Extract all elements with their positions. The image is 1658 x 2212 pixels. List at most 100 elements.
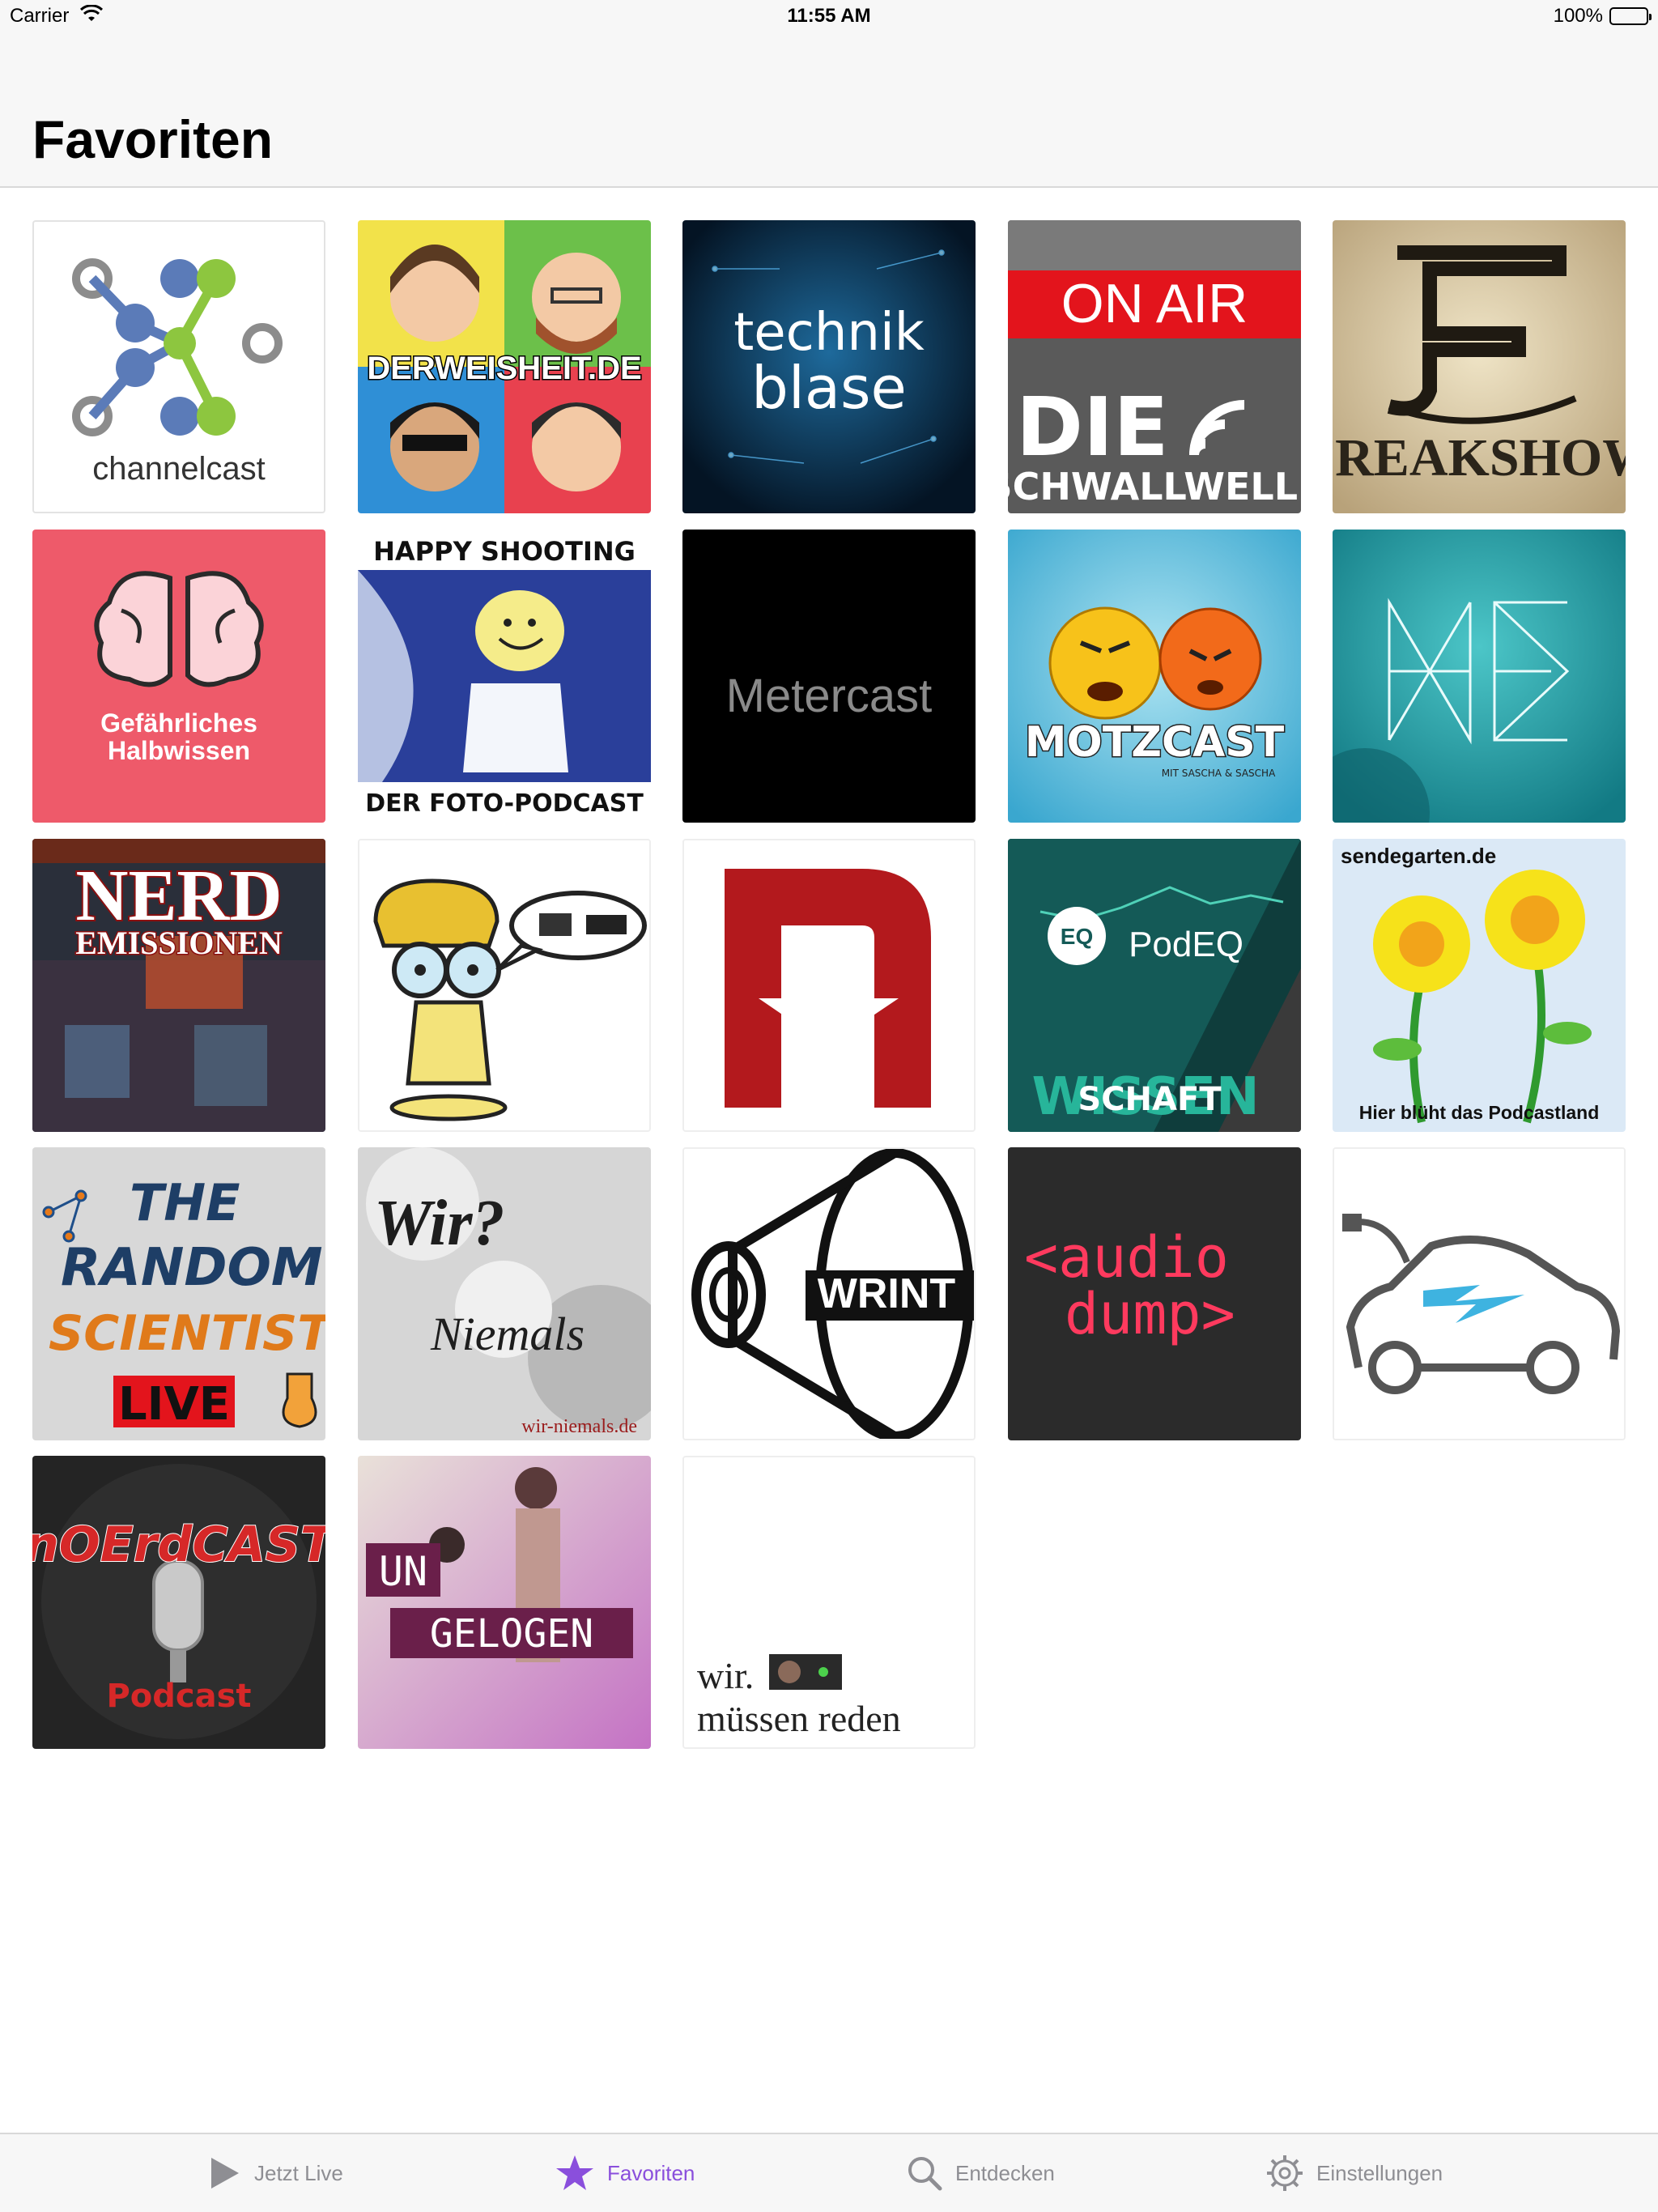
tile-happy-shooting[interactable]: HAPPY SHOOTING DER FOTO-PODCAST <box>358 530 651 823</box>
tile-wir-muessen-reden[interactable]: wir. müssen reden <box>682 1456 976 1749</box>
svg-text:SCIENTIST: SCIENTIST <box>49 1305 325 1362</box>
ne-artwork: NE <box>1333 530 1626 823</box>
podeq-artwork: EQ PodEQ WISSEN SCHAFT <box>1008 839 1301 1132</box>
navigation-bar: Favoriten <box>0 32 1658 188</box>
tile-gefaehrliches-halbwissen[interactable]: Gefährliches Halbwissen <box>32 530 325 823</box>
svg-text:ON AIR: ON AIR <box>1061 273 1248 334</box>
star-icon <box>555 2155 594 2192</box>
nerd-cartoon-artwork <box>359 840 649 1130</box>
svg-text:WRINT: WRINT <box>818 1270 956 1317</box>
svg-text:blase: blase <box>751 354 907 422</box>
svg-text:PodEQ: PodEQ <box>1129 925 1244 964</box>
audiodump-artwork: <audio dump> <box>1008 1147 1301 1440</box>
svg-text:müssen reden: müssen reden <box>697 1698 901 1739</box>
tile-derweisheit[interactable]: DERWEISHEIT.DE <box>358 220 651 513</box>
svg-text:RANDOM: RANDOM <box>61 1238 323 1298</box>
wrint-artwork: WRINT <box>684 1149 974 1439</box>
tab-bar: Jetzt Live Favoriten Entdecken Einstellu… <box>0 2133 1658 2212</box>
tab-label: Jetzt Live <box>254 2160 343 2185</box>
random-scientist-artwork: THE RANDOM SCIENTIST LIVE <box>32 1147 325 1440</box>
gear-icon <box>1266 2155 1303 2192</box>
tab-favoriten[interactable]: Favoriten <box>555 2134 695 2212</box>
schwallwelle-artwork: ON AIR DIE SCHWALLWELLE <box>1008 220 1301 513</box>
channelcast-logo: channelcast <box>72 258 283 487</box>
battery-indicator: 100% <box>1554 5 1652 28</box>
svg-text:Wir?: Wir? <box>374 1188 505 1259</box>
svg-text:DER FOTO-PODCAST: DER FOTO-PODCAST <box>365 789 644 818</box>
svg-text:EMISSIONEN: EMISSIONEN <box>75 925 283 961</box>
svg-text:technik: technik <box>733 303 925 363</box>
tile-die-schwallwelle[interactable]: ON AIR DIE SCHWALLWELLE <box>1008 220 1301 513</box>
tab-label: Einstellungen <box>1316 2160 1443 2185</box>
tab-label: Favoriten <box>607 2160 695 2185</box>
svg-text:LIVE: LIVE <box>118 1378 230 1431</box>
battery-icon <box>1609 7 1652 25</box>
svg-text:THE: THE <box>130 1173 240 1232</box>
technikblase-artwork: technik blase <box>682 220 976 513</box>
svg-text:Podcast: Podcast <box>106 1678 251 1715</box>
tile-noerdcast[interactable]: nOErdCAST Podcast <box>32 1456 325 1749</box>
svg-text:sendegarten.de: sendegarten.de <box>1341 844 1496 868</box>
svg-text:MOTZCAST: MOTZCAST <box>1025 718 1285 767</box>
svg-text:dump>: dump> <box>1065 1281 1235 1347</box>
motzcast-artwork: MOTZCAST MIT SASCHA & SASCHA <box>1008 530 1301 823</box>
happy-shooting-artwork: HAPPY SHOOTING DER FOTO-PODCAST <box>358 530 651 823</box>
tile-sendegarten[interactable]: sendegarten.de Hier blüht das Podcastlan… <box>1333 839 1626 1132</box>
status-bar: Carrier 11:55 AM 100% <box>0 0 1658 32</box>
svg-text:<audio: <audio <box>1024 1224 1229 1291</box>
tab-label: Entdecken <box>955 2160 1055 2185</box>
electric-car-artwork <box>1334 1149 1624 1439</box>
svg-text:Hier blüht das Podcastland: Hier blüht das Podcastland <box>1359 1102 1600 1123</box>
svg-text:HAPPY SHOOTING: HAPPY SHOOTING <box>373 536 636 567</box>
tile-technikblase[interactable]: technik blase <box>682 220 976 513</box>
tile-wrint[interactable]: WRINT <box>682 1147 976 1440</box>
n-star-artwork <box>684 840 974 1130</box>
halbwissen-artwork: Gefährliches Halbwissen <box>32 530 325 823</box>
svg-text:GELOGEN: GELOGEN <box>430 1611 593 1657</box>
metercast-artwork: Metercast <box>682 530 976 823</box>
svg-text:MIT SASCHA & SASCHA: MIT SASCHA & SASCHA <box>1162 768 1276 779</box>
noerdcast-artwork: nOErdCAST Podcast <box>32 1456 325 1749</box>
tile-the-random-scientist[interactable]: THE RANDOM SCIENTIST LIVE <box>32 1147 325 1440</box>
svg-text:wir-niemals.de: wir-niemals.de <box>521 1416 637 1437</box>
page-title: Favoriten <box>32 109 274 169</box>
wir-niemals-artwork: Wir? Niemals wir-niemals.de <box>358 1147 651 1440</box>
tab-entdecken[interactable]: Entdecken <box>907 2134 1055 2212</box>
tile-n-star[interactable] <box>682 839 976 1132</box>
svg-text:Metercast: Metercast <box>726 670 933 722</box>
derweisheit-artwork: DERWEISHEIT.DE <box>358 220 651 513</box>
svg-text:nOErdCAST: nOErdCAST <box>32 1516 325 1573</box>
svg-text:WISSEN: WISSEN <box>1032 1067 1260 1127</box>
svg-text:wir.: wir. <box>697 1655 754 1696</box>
svg-text:FREAKSHOW: FREAKSHOW <box>1333 428 1626 487</box>
nerd-emissionen-artwork: NERD EMISSIONEN <box>32 839 325 1132</box>
carrier-label: Carrier <box>10 5 70 27</box>
svg-text:DERWEISHEIT.DE: DERWEISHEIT.DE <box>367 351 641 386</box>
search-icon <box>907 2155 942 2191</box>
svg-text:channelcast: channelcast <box>92 451 265 487</box>
tile-ungelogen[interactable]: UN GELOGEN <box>358 1456 651 1749</box>
svg-text:UN: UN <box>379 1548 427 1595</box>
freakshow-artwork: FREAKSHOW <box>1333 220 1626 513</box>
ungelogen-artwork: UN GELOGEN <box>358 1456 651 1749</box>
svg-text:Niemals: Niemals <box>430 1308 585 1360</box>
tile-nerd-emissionen[interactable]: NERD EMISSIONEN <box>32 839 325 1132</box>
tile-wir-niemals[interactable]: Wir? Niemals wir-niemals.de <box>358 1147 651 1440</box>
svg-text:NERD: NERD <box>75 856 282 936</box>
tile-nerd-cartoon[interactable] <box>358 839 651 1132</box>
tile-electric-car[interactable] <box>1333 1147 1626 1440</box>
wifi-icon <box>79 4 104 28</box>
tile-metercast[interactable]: Metercast <box>682 530 976 823</box>
svg-text:SCHAFT: SCHAFT <box>1078 1081 1222 1118</box>
svg-text:Gefährliches: Gefährliches <box>100 708 257 738</box>
tile-channelcast[interactable]: channelcast <box>32 220 325 513</box>
svg-text:Halbwissen: Halbwissen <box>108 736 250 765</box>
tile-audiodump[interactable]: <audio dump> <box>1008 1147 1301 1440</box>
tile-freakshow[interactable]: FREAKSHOW <box>1333 220 1626 513</box>
svg-text:DIE: DIE <box>1016 380 1169 474</box>
tile-podeq[interactable]: EQ PodEQ WISSEN SCHAFT <box>1008 839 1301 1132</box>
tile-ne-podcast[interactable]: NE <box>1333 530 1626 823</box>
tab-einstellungen[interactable]: Einstellungen <box>1266 2134 1443 2212</box>
tile-motzcast[interactable]: MOTZCAST MIT SASCHA & SASCHA <box>1008 530 1301 823</box>
tab-jetzt-live[interactable]: Jetzt Live <box>209 2134 343 2212</box>
